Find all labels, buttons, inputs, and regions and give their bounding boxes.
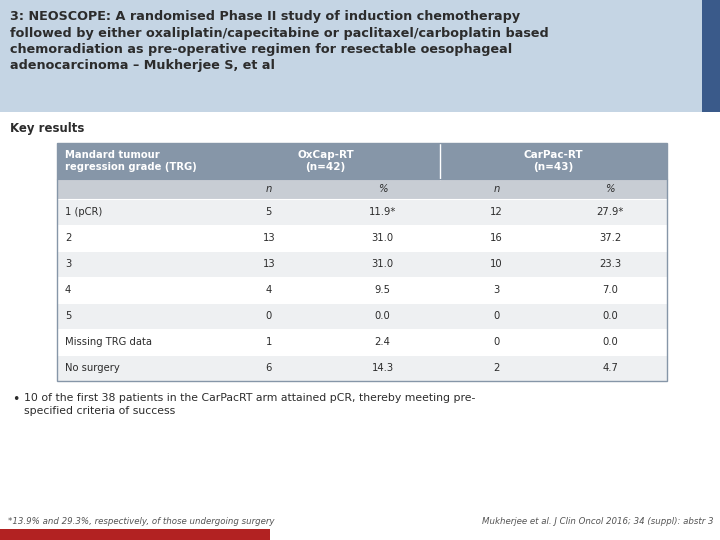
- Text: 14.3: 14.3: [372, 363, 394, 373]
- Text: 11.9*: 11.9*: [369, 207, 396, 217]
- Text: %: %: [378, 184, 387, 194]
- Bar: [553, 329, 667, 355]
- Text: 0.0: 0.0: [374, 311, 390, 321]
- Bar: [212, 277, 325, 303]
- Bar: [439, 329, 553, 355]
- Text: 23.3: 23.3: [599, 259, 621, 269]
- Bar: [553, 225, 667, 251]
- Text: No surgery: No surgery: [65, 363, 120, 373]
- Bar: [57, 329, 212, 355]
- Text: 4.7: 4.7: [602, 363, 618, 373]
- Bar: [57, 303, 212, 329]
- Text: 9.5: 9.5: [374, 285, 391, 295]
- Text: 10: 10: [490, 259, 503, 269]
- Text: 0: 0: [266, 311, 272, 321]
- Bar: [439, 199, 553, 225]
- Bar: [439, 143, 667, 179]
- Bar: [439, 225, 553, 251]
- Text: n: n: [493, 184, 500, 194]
- Bar: [325, 225, 439, 251]
- Bar: [57, 251, 212, 277]
- Text: Mandard tumour
regression grade (TRG): Mandard tumour regression grade (TRG): [65, 150, 197, 172]
- Bar: [702, 0, 720, 112]
- Bar: [57, 143, 212, 179]
- Bar: [57, 277, 212, 303]
- Bar: [325, 355, 439, 381]
- Text: n: n: [266, 184, 272, 194]
- Text: Key results: Key results: [10, 122, 84, 135]
- Bar: [553, 251, 667, 277]
- Bar: [325, 303, 439, 329]
- Bar: [212, 143, 439, 179]
- Text: 1 (pCR): 1 (pCR): [65, 207, 102, 217]
- Bar: [439, 251, 553, 277]
- Bar: [212, 225, 325, 251]
- Text: 0.0: 0.0: [602, 311, 618, 321]
- Text: 4: 4: [65, 285, 71, 295]
- Text: *13.9% and 29.3%, respectively, of those undergoing surgery: *13.9% and 29.3%, respectively, of those…: [8, 517, 274, 526]
- Text: specified criteria of success: specified criteria of success: [24, 406, 175, 416]
- Text: Missing TRG data: Missing TRG data: [65, 337, 152, 347]
- Text: 12: 12: [490, 207, 503, 217]
- Bar: [553, 199, 667, 225]
- Bar: [325, 277, 439, 303]
- Bar: [439, 303, 553, 329]
- Bar: [57, 179, 212, 199]
- Text: 1: 1: [266, 337, 272, 347]
- Text: 0: 0: [493, 311, 500, 321]
- Bar: [0, 0, 702, 112]
- Text: 27.9*: 27.9*: [596, 207, 624, 217]
- Text: %: %: [606, 184, 615, 194]
- Bar: [212, 199, 325, 225]
- Text: 13: 13: [263, 233, 275, 243]
- Text: 37.2: 37.2: [599, 233, 621, 243]
- Text: 3: 3: [493, 285, 500, 295]
- Bar: [0, 529, 270, 540]
- Bar: [439, 355, 553, 381]
- Text: 2.4: 2.4: [374, 337, 390, 347]
- Bar: [57, 355, 212, 381]
- Bar: [212, 329, 325, 355]
- Text: 13: 13: [263, 259, 275, 269]
- Bar: [212, 303, 325, 329]
- Text: 4: 4: [266, 285, 272, 295]
- Bar: [553, 277, 667, 303]
- Bar: [325, 179, 439, 199]
- Text: 0.0: 0.0: [602, 337, 618, 347]
- Bar: [325, 199, 439, 225]
- Text: OxCap-RT
(n=42): OxCap-RT (n=42): [297, 150, 354, 172]
- Bar: [553, 179, 667, 199]
- Bar: [212, 355, 325, 381]
- Text: Mukherjee et al. J Clin Oncol 2016; 34 (suppl): abstr 3: Mukherjee et al. J Clin Oncol 2016; 34 (…: [482, 517, 714, 526]
- Text: 6: 6: [266, 363, 272, 373]
- Text: •: •: [12, 393, 19, 406]
- Bar: [439, 277, 553, 303]
- Bar: [57, 225, 212, 251]
- Text: 2: 2: [65, 233, 71, 243]
- Text: 31.0: 31.0: [372, 259, 394, 269]
- Text: 3: 3: [65, 259, 71, 269]
- Bar: [553, 355, 667, 381]
- Text: 31.0: 31.0: [372, 233, 394, 243]
- Text: 5: 5: [266, 207, 272, 217]
- Text: 2: 2: [493, 363, 500, 373]
- Text: 16: 16: [490, 233, 503, 243]
- Text: 3: NEOSCOPE: A randomised Phase II study of induction chemotherapy
followed by e: 3: NEOSCOPE: A randomised Phase II study…: [10, 10, 549, 72]
- Text: 5: 5: [65, 311, 71, 321]
- Bar: [439, 179, 553, 199]
- Text: CarPac-RT
(n=43): CarPac-RT (n=43): [523, 150, 583, 172]
- Text: 10 of the first 38 patients in the CarPacRT arm attained pCR, thereby meeting pr: 10 of the first 38 patients in the CarPa…: [24, 393, 475, 403]
- Bar: [325, 251, 439, 277]
- Bar: [212, 179, 325, 199]
- Text: 7.0: 7.0: [602, 285, 618, 295]
- Text: 0: 0: [493, 337, 500, 347]
- Bar: [212, 251, 325, 277]
- Bar: [553, 303, 667, 329]
- Bar: [325, 329, 439, 355]
- Bar: [57, 143, 667, 381]
- Bar: [57, 199, 212, 225]
